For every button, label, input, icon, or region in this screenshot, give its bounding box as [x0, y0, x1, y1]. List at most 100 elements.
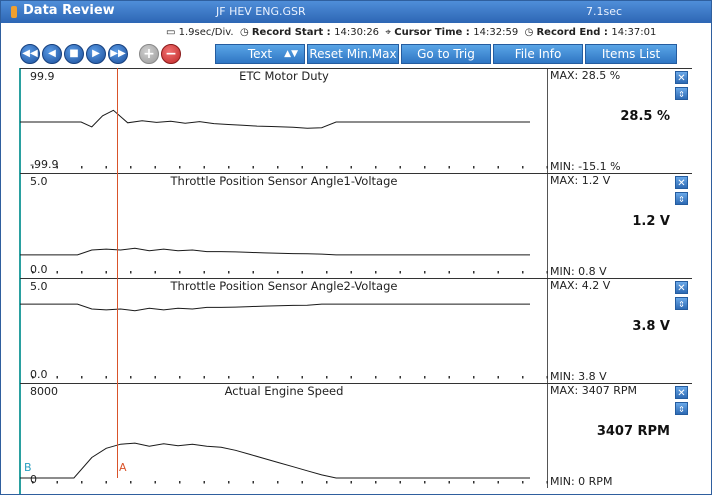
- x-tick: [228, 166, 230, 169]
- x-tick: [179, 481, 181, 484]
- close-icon[interactable]: ✕: [675, 176, 688, 189]
- close-icon[interactable]: ✕: [675, 386, 688, 399]
- x-tick: [154, 376, 156, 379]
- move-icon[interactable]: ⇕: [675, 297, 688, 310]
- x-tick: [326, 376, 328, 379]
- chart-area[interactable]: 5.0 0.0 Throttle Position Sensor Angle2-…: [20, 279, 548, 383]
- min-value: MIN: -15.1 %: [550, 160, 621, 173]
- rewind-icon[interactable]: ◀◀: [20, 44, 40, 64]
- y-max-label: 99.9: [30, 70, 55, 83]
- x-tick: [424, 166, 426, 169]
- text-select-label: Text: [247, 47, 273, 61]
- x-tick: [130, 271, 132, 274]
- x-tick: [32, 271, 34, 274]
- x-tick: [105, 271, 107, 274]
- time-scale: 7.1sec: [586, 5, 623, 18]
- plot-svg: [20, 247, 548, 274]
- x-tick: [32, 481, 34, 484]
- x-tick: [301, 166, 303, 169]
- record-end-label: Record End: [536, 27, 601, 38]
- prev-icon[interactable]: ◀: [42, 44, 62, 64]
- signal-line: [20, 303, 530, 312]
- x-tick: [350, 376, 352, 379]
- x-tick: [473, 166, 475, 169]
- x-tick: [179, 271, 181, 274]
- y-max-label: 5.0: [30, 175, 48, 188]
- chart-area[interactable]: 99.9 -99.9 ETC Motor Duty: [20, 69, 548, 173]
- reset-minmax-button[interactable]: Reset Min.Max: [307, 44, 399, 64]
- x-tick: [228, 481, 230, 484]
- fast-forward-icon[interactable]: ▶▶: [108, 44, 128, 64]
- left-axis-line: [19, 68, 21, 494]
- div-icon: ▭: [166, 27, 176, 38]
- cursor-marker-a[interactable]: A: [119, 461, 127, 474]
- x-tick: [301, 481, 303, 484]
- move-icon[interactable]: ⇕: [675, 402, 688, 415]
- x-tick: [424, 271, 426, 274]
- x-tick: [301, 271, 303, 274]
- file-info-button[interactable]: File Info: [493, 44, 583, 64]
- updown-arrows-icon: ▲▼: [284, 49, 298, 59]
- x-tick: [399, 166, 401, 169]
- x-tick: [154, 271, 156, 274]
- x-tick: [56, 481, 58, 484]
- plot-panels: 99.9 -99.9 ETC Motor Duty MAX: 28.5 % 28…: [20, 68, 692, 494]
- current-value: 3.8 V: [632, 319, 670, 334]
- x-tick: [375, 166, 377, 169]
- go-to-trig-button[interactable]: Go to Trig: [401, 44, 491, 64]
- x-tick: [546, 376, 548, 379]
- y-min-label: 0: [30, 473, 37, 486]
- x-tick: [105, 481, 107, 484]
- chart-area[interactable]: 8000 0 Actual Engine Speed: [20, 384, 548, 488]
- cursor-line-a[interactable]: [117, 68, 118, 478]
- x-tick: [203, 271, 205, 274]
- x-tick: [448, 166, 450, 169]
- items-list-button[interactable]: Items List: [585, 44, 677, 64]
- x-tick: [130, 166, 132, 169]
- signal-line: [20, 442, 530, 479]
- x-tick: [546, 481, 548, 484]
- x-tick: [448, 376, 450, 379]
- x-tick: [399, 271, 401, 274]
- panel-side-info: MAX: 4.2 V 3.8 V MIN: 3.8 V ✕ ⇕: [550, 279, 692, 383]
- x-tick: [497, 376, 499, 379]
- plot-svg: [20, 303, 548, 379]
- x-tick: [350, 166, 352, 169]
- x-tick: [179, 376, 181, 379]
- x-tick: [497, 166, 499, 169]
- zoom-out-button[interactable]: −: [161, 44, 181, 64]
- min-value: MIN: 0.8 V: [550, 265, 607, 278]
- signal-line: [20, 247, 530, 256]
- x-tick: [252, 376, 254, 379]
- play-icon[interactable]: ▶: [86, 44, 106, 64]
- x-tick: [130, 481, 132, 484]
- close-icon[interactable]: ✕: [675, 71, 688, 84]
- close-icon[interactable]: ✕: [675, 281, 688, 294]
- x-tick: [130, 376, 132, 379]
- x-tick: [203, 376, 205, 379]
- x-tick: [56, 271, 58, 274]
- cursor-marker-b[interactable]: B: [24, 461, 32, 474]
- x-tick: [252, 481, 254, 484]
- x-tick: [154, 481, 156, 484]
- panel-side-info: MAX: 28.5 % 28.5 % MIN: -15.1 % ✕ ⇕: [550, 69, 692, 173]
- stop-icon[interactable]: ■: [64, 44, 84, 64]
- panel-title: Throttle Position Sensor Angle1-Voltage: [170, 174, 398, 188]
- move-icon[interactable]: ⇕: [675, 192, 688, 205]
- x-tick: [81, 481, 83, 484]
- x-tick: [56, 166, 58, 169]
- x-tick: [203, 481, 205, 484]
- text-select[interactable]: Text ▲▼: [215, 44, 305, 64]
- x-tick: [326, 271, 328, 274]
- record-info-bar: ▭ 1.9sec/Div. ◷ Record Start : 14:30:26 …: [166, 27, 657, 38]
- plot-svg: [20, 442, 548, 484]
- file-name: JF HEV ENG.GSR: [216, 5, 306, 18]
- move-icon[interactable]: ⇕: [675, 87, 688, 100]
- crosshair-icon: ⌖: [382, 27, 392, 38]
- x-tick: [497, 481, 499, 484]
- chart-area[interactable]: 5.0 0.0 Throttle Position Sensor Angle1-…: [20, 174, 548, 278]
- x-tick: [473, 271, 475, 274]
- panel-tps-angle1: 5.0 0.0 Throttle Position Sensor Angle1-…: [20, 173, 692, 278]
- zoom-in-button[interactable]: +: [139, 44, 159, 64]
